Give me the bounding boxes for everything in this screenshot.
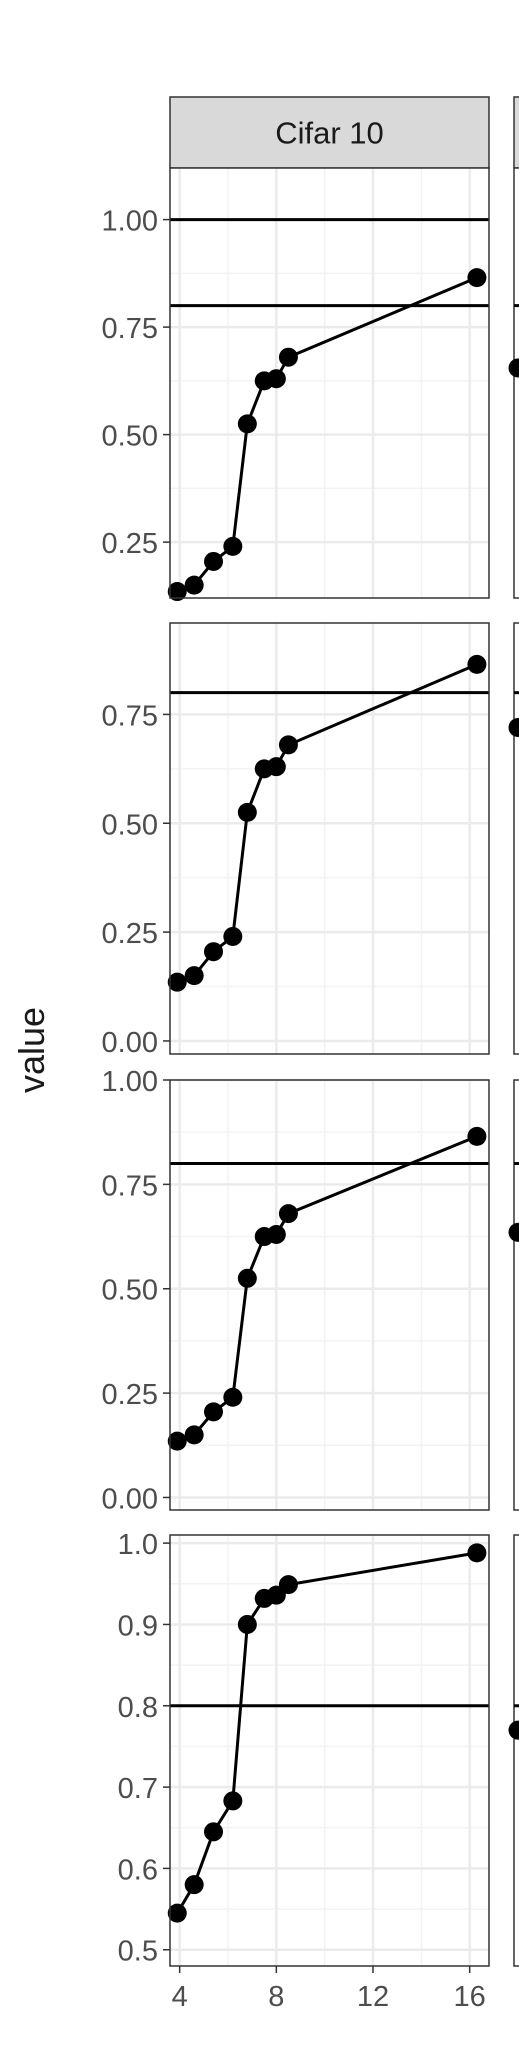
- data-point: [167, 972, 187, 992]
- right-panel-3: [508, 1079, 519, 1511]
- data-point: [266, 1224, 286, 1244]
- y-tick-label: 0.50: [102, 1275, 158, 1307]
- data-point: [467, 1126, 487, 1146]
- y-tick-label: 0.7: [118, 1773, 158, 1805]
- panel-3: 0.00 0.25 0.50 0.75 1.00: [102, 1066, 490, 1515]
- y-tick-label: 0.25: [102, 1379, 158, 1411]
- data-point: [184, 966, 204, 986]
- y-tick-label: 0.00: [102, 1027, 158, 1059]
- data-point: [167, 582, 187, 602]
- y-tick-label: 0.75: [102, 313, 158, 345]
- panel-border: [169, 167, 490, 599]
- y-tick-label: 0.25: [102, 528, 158, 560]
- panel-background: [170, 623, 489, 1054]
- panel-1: 0.25 0.50 0.75 1.00: [102, 167, 490, 602]
- data-point: [223, 1387, 243, 1407]
- data-point: [237, 414, 257, 434]
- data-point: [184, 1425, 204, 1445]
- data-point: [278, 1575, 298, 1595]
- right-data-point: [508, 1222, 519, 1242]
- data-point: [278, 735, 298, 755]
- y-tick-label: 0.00: [102, 1483, 158, 1515]
- data-point: [278, 347, 298, 367]
- x-tick-label: 4: [172, 1981, 188, 2013]
- right-panel-2: [508, 622, 519, 1055]
- right-facet-column-partial: [508, 96, 519, 1967]
- y-tick-label: 0.25: [102, 918, 158, 950]
- data-point: [184, 1875, 204, 1895]
- facet-strip-title: Cifar 10: [275, 116, 384, 151]
- y-tick-label: 0.5: [118, 1936, 158, 1968]
- data-point: [237, 1268, 257, 1288]
- x-tick-label: 8: [268, 1981, 284, 2013]
- right-panel-border: [513, 167, 519, 599]
- data-point: [167, 1431, 187, 1451]
- right-panel-border: [513, 622, 519, 1055]
- right-data-point: [508, 717, 519, 737]
- data-point: [237, 802, 257, 822]
- data-point: [223, 926, 243, 946]
- x-tick-label: 16: [454, 1981, 486, 2013]
- data-point: [204, 1822, 223, 1842]
- left-facet-column: Cifar 10 0.25 0.50 0.75 1.00 0.00 0.25 0.50 0.75…: [102, 96, 490, 1968]
- right-panel-1: [508, 167, 519, 599]
- right-panel-border: [513, 1534, 519, 1967]
- data-point: [467, 1543, 487, 1563]
- panel-background: [170, 1535, 489, 1966]
- data-point: [223, 536, 243, 556]
- data-point: [223, 1791, 243, 1811]
- data-point: [204, 942, 223, 962]
- panel-border: [169, 622, 490, 1055]
- x-tick-label: 12: [357, 1981, 389, 2013]
- data-point: [266, 757, 286, 777]
- right-panel-4: [508, 1534, 519, 1967]
- y-tick-label: 0.9: [118, 1610, 158, 1642]
- y-axis-label: value: [11, 1007, 52, 1093]
- data-point: [204, 1402, 223, 1422]
- panel-border: [169, 1079, 490, 1511]
- data-point: [266, 369, 286, 389]
- y-tick-label: 0.75: [102, 1170, 158, 1202]
- panel-background: [170, 168, 489, 598]
- data-point: [467, 268, 487, 288]
- facet-strip-partial: [513, 96, 519, 169]
- data-point: [204, 551, 223, 571]
- data-point: [278, 1204, 298, 1224]
- data-point: [237, 1614, 257, 1634]
- panel-border: [169, 1534, 490, 1967]
- panel-4: 0.5 0.6 0.7 0.8 0.9 1.0: [118, 1529, 490, 1968]
- right-data-point: [508, 1720, 519, 1740]
- data-point: [184, 575, 204, 595]
- y-tick-label: 0.8: [118, 1692, 158, 1724]
- y-tick-label: 0.75: [102, 700, 158, 732]
- right-data-point: [508, 358, 519, 378]
- y-tick-label: 1.0: [118, 1529, 158, 1561]
- y-tick-label: 1.00: [102, 206, 158, 238]
- y-tick-label: 0.50: [102, 809, 158, 841]
- data-point: [467, 654, 487, 674]
- facet-strip: [169, 96, 490, 169]
- data-point: [167, 1903, 187, 1923]
- y-tick-label: 0.6: [118, 1854, 158, 1886]
- panel-2: 0.00 0.25 0.50 0.75: [102, 622, 490, 1059]
- y-tick-label: 1.00: [102, 1066, 158, 1098]
- right-panel-border: [513, 1079, 519, 1511]
- y-tick-label: 0.50: [102, 421, 158, 453]
- x-axis: 4 8 12 16: [172, 1966, 486, 2013]
